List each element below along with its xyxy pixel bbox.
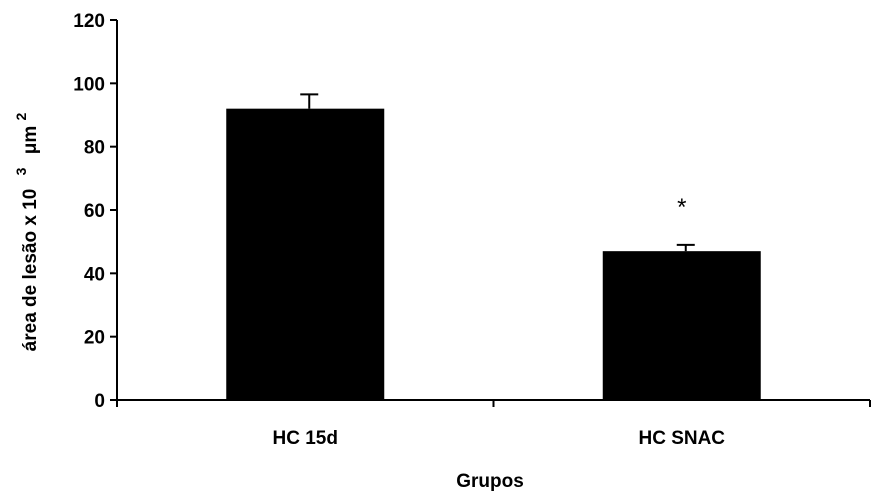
y-axis-title-exponent: 3 <box>13 167 29 175</box>
y-tick-label: 120 <box>73 11 105 32</box>
y-tick-label: 80 <box>84 138 105 159</box>
y-axis-title-unit: μm <box>20 126 41 155</box>
y-axis-title: área de lesão x 10 3 μm 2 <box>10 112 41 351</box>
y-tick-label: 20 <box>84 328 105 349</box>
y-axis-title-main: área de lesão x 10 <box>20 189 41 352</box>
y-tick-label: 60 <box>84 201 105 222</box>
significance-marker: * <box>677 194 686 221</box>
y-axis-ticks: 0 20 40 60 80 100 120 <box>73 11 117 412</box>
y-tick-label: 100 <box>73 74 105 95</box>
y-axis-title-unit-exponent: 2 <box>13 112 29 120</box>
x-axis-title: Grupos <box>456 471 524 492</box>
bar <box>602 251 761 400</box>
bar <box>226 108 385 401</box>
y-tick-label: 40 <box>84 264 105 285</box>
bars: * <box>226 93 761 401</box>
x-tick-label: HC 15d <box>273 428 338 449</box>
x-tick-label: HC SNAC <box>638 428 725 449</box>
x-axis-ticks: HC 15d HC SNAC <box>116 400 871 449</box>
y-tick-label: 0 <box>94 391 105 412</box>
